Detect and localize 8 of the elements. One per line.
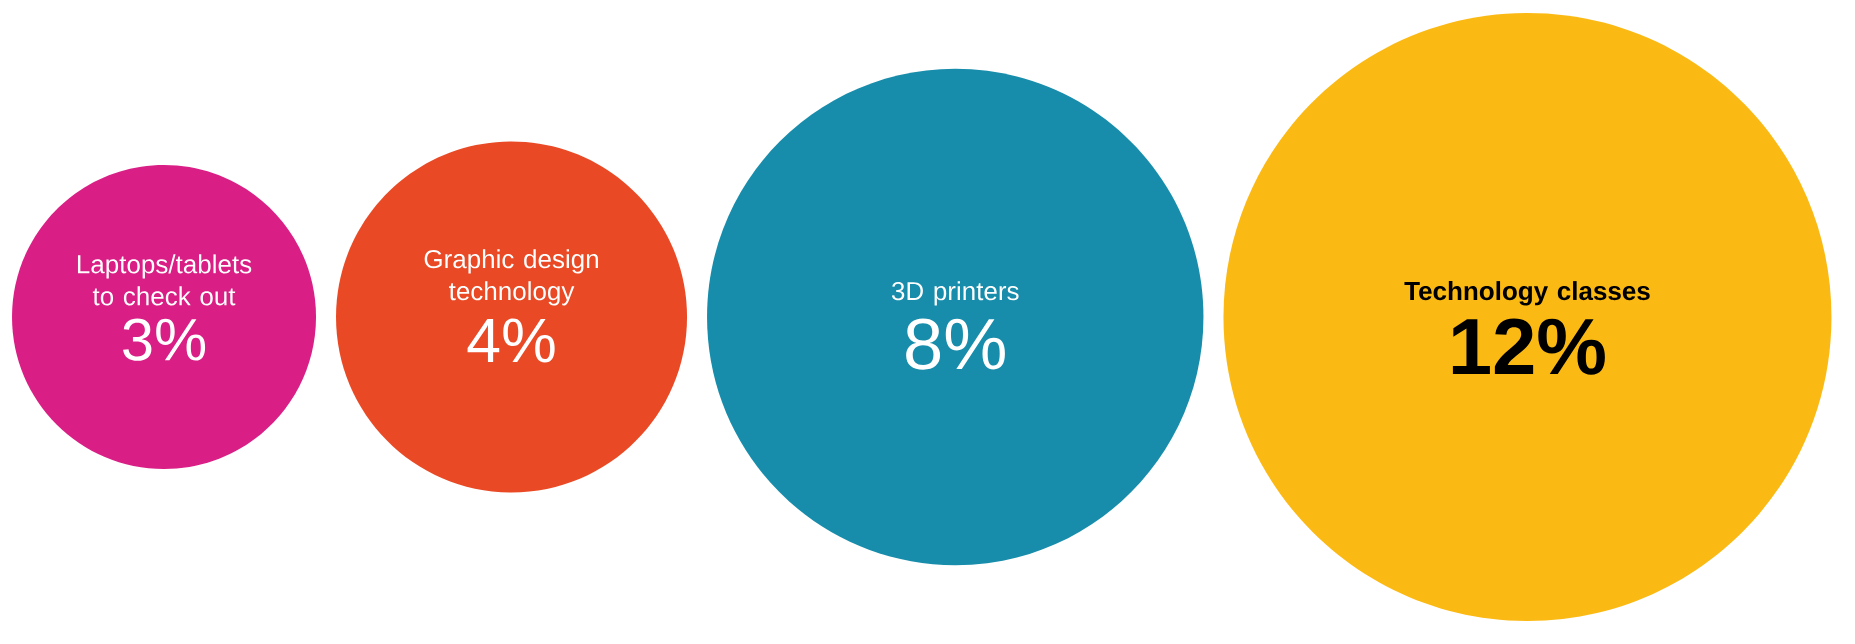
category-label: Technology classes	[1404, 281, 1650, 306]
data-label: 8%	[906, 318, 1005, 370]
data-label: 4%	[467, 318, 555, 363]
category-label: Laptops/tablets to check out	[77, 254, 252, 306]
data-label: 3%	[123, 318, 206, 361]
category-label: Graphic design technology	[424, 249, 598, 306]
data-label: 12%	[1452, 318, 1605, 375]
category-label: 3D printers	[891, 281, 1019, 306]
